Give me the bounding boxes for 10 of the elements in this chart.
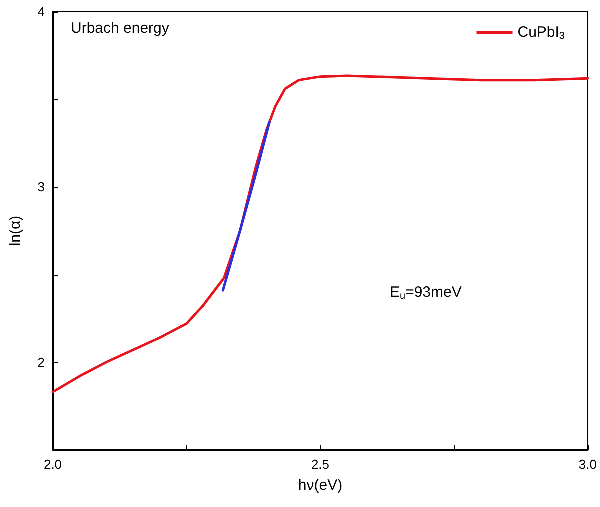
y-axis-title: ln(α) — [7, 216, 24, 246]
x-tick-label: 2.0 — [44, 457, 62, 472]
line-series — [222, 121, 271, 292]
x-tick-label: 2.5 — [311, 457, 330, 472]
y-tick-label: 4 — [38, 4, 45, 20]
y-tick-label: 2 — [38, 354, 45, 370]
x-tick-label: 3.0 — [578, 457, 598, 472]
y-tick-label: 3 — [38, 180, 45, 195]
x-axis-title: hν(eV) — [298, 477, 343, 494]
text: Urbach energy — [71, 20, 170, 37]
